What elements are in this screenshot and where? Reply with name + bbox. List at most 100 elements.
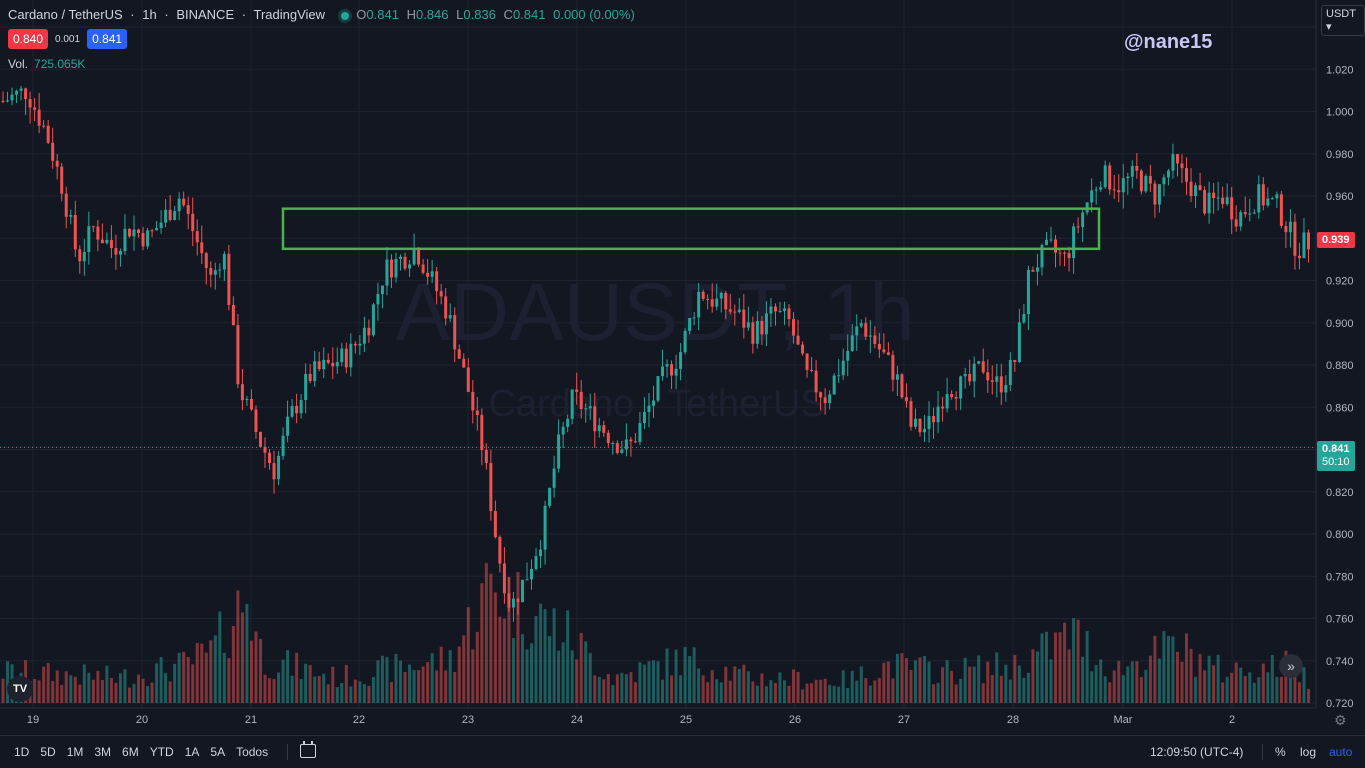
volume-bar xyxy=(1189,648,1193,703)
scroll-to-realtime-button[interactable]: » xyxy=(1279,654,1303,678)
volume-bar xyxy=(168,681,172,703)
volume-bar xyxy=(200,643,204,703)
volume-bar xyxy=(932,684,936,703)
candle-body xyxy=(1099,187,1103,190)
candle-body xyxy=(42,125,46,127)
candle-body xyxy=(218,269,222,271)
interval-label[interactable]: 1h xyxy=(142,7,157,22)
range-ytd-button[interactable]: YTD xyxy=(149,745,174,759)
price-chart[interactable]: ADAUSDT, 1h Cardano · TetherUS 1.0401.02… xyxy=(0,0,1365,735)
candle-body xyxy=(1076,226,1080,228)
volume-bar xyxy=(123,669,127,703)
candle-body xyxy=(173,211,177,220)
volume-bar xyxy=(150,682,154,703)
volume-bar xyxy=(1013,654,1017,703)
candle-body xyxy=(105,239,109,244)
candle-body xyxy=(670,364,674,376)
percent-scale-button[interactable]: % xyxy=(1275,745,1286,759)
volume-bar xyxy=(186,656,190,703)
close-value: 0.841 xyxy=(512,7,546,22)
candle-body xyxy=(82,251,86,262)
resistance-zone[interactable] xyxy=(281,207,1101,251)
candle-body xyxy=(552,468,556,488)
range-5d-button[interactable]: 5D xyxy=(40,745,56,759)
candle-body xyxy=(290,406,294,417)
candle-body xyxy=(1194,185,1198,196)
volume-bar xyxy=(624,674,628,703)
candle-body xyxy=(932,416,936,423)
sell-button[interactable]: 0.840 xyxy=(8,29,49,49)
candle-body xyxy=(502,563,506,594)
symbol-name[interactable]: Cardano / TetherUS xyxy=(8,7,123,22)
volume-bar xyxy=(272,679,276,703)
volume-bar xyxy=(724,666,728,703)
range-3m-button[interactable]: 3M xyxy=(94,745,112,759)
range-1m-button[interactable]: 1M xyxy=(66,745,84,759)
volume-bar xyxy=(155,663,159,703)
candle-body xyxy=(954,396,958,399)
volume-bar xyxy=(1171,636,1175,703)
timezone-clock[interactable]: 12:09:50 (UTC-4) xyxy=(1150,745,1244,759)
volume-bar xyxy=(340,682,344,703)
price-tick-label: 1.000 xyxy=(1326,107,1354,119)
tradingview-logo-icon[interactable]: TV xyxy=(7,676,33,702)
range-all-button[interactable]: Todos xyxy=(236,745,269,759)
volume-bar xyxy=(1194,676,1198,703)
volume-bar xyxy=(313,676,317,703)
volume-bar xyxy=(548,636,552,703)
calendar-icon[interactable] xyxy=(300,741,316,758)
currency-button[interactable]: USDT ▾ xyxy=(1321,5,1365,36)
buy-button[interactable]: 0.841 xyxy=(87,29,128,49)
candle-body xyxy=(457,349,461,359)
candle-body xyxy=(466,367,470,392)
volume-bar xyxy=(33,678,37,703)
volume-bar xyxy=(1216,654,1220,703)
candle-body xyxy=(963,373,967,377)
candle-body xyxy=(471,391,475,411)
time-axis[interactable]: 19 20 21 22 23 24 25 26 27 28 Mar 2 xyxy=(27,714,1235,726)
candle-body xyxy=(417,249,421,265)
volume-bar xyxy=(132,683,136,703)
candle-body xyxy=(268,452,272,464)
volume-bar xyxy=(995,652,999,703)
volume-bar xyxy=(697,668,701,703)
last-price-value: 0.841 xyxy=(1322,443,1350,455)
volume-bar xyxy=(100,680,104,703)
volume-bar xyxy=(706,682,710,703)
volume-bar xyxy=(417,670,421,703)
volume-bar xyxy=(877,678,881,703)
candle-body xyxy=(999,376,1003,393)
volume-bar xyxy=(543,609,547,703)
volume-bar xyxy=(895,653,899,703)
candle-body xyxy=(760,320,764,335)
candle-body xyxy=(900,374,904,398)
volume-bar xyxy=(620,672,624,703)
range-5a-button[interactable]: 5A xyxy=(210,745,226,759)
log-scale-button[interactable]: log xyxy=(1300,745,1317,759)
candle-body xyxy=(64,193,68,217)
volume-bar xyxy=(792,669,796,703)
volume-bars xyxy=(1,563,1310,703)
volume-bar xyxy=(986,661,990,703)
candle-body xyxy=(534,556,538,569)
auto-scale-button[interactable]: auto xyxy=(1329,745,1353,759)
range-1d-button[interactable]: 1D xyxy=(14,745,30,759)
volume-bar xyxy=(236,590,240,703)
volume-bar xyxy=(69,675,73,703)
volume-bar xyxy=(742,664,746,703)
settings-gear-icon[interactable]: ⚙ xyxy=(1334,712,1347,728)
candle-body xyxy=(823,397,827,404)
candle-body xyxy=(724,292,728,310)
candle-body xyxy=(1212,192,1216,199)
range-6m-button[interactable]: 6M xyxy=(122,745,139,759)
candle-body xyxy=(1252,212,1256,214)
volume-bar xyxy=(489,573,493,703)
candle-body xyxy=(1031,269,1035,272)
candle-body xyxy=(1130,165,1134,177)
candle-body xyxy=(1275,194,1279,199)
volume-bar xyxy=(1081,656,1085,703)
range-1a-button[interactable]: 1A xyxy=(184,745,200,759)
volume-bar xyxy=(408,664,412,703)
candle-body xyxy=(141,233,145,247)
buy-sell-panel: 0.840 0.001 0.841 xyxy=(8,29,128,49)
